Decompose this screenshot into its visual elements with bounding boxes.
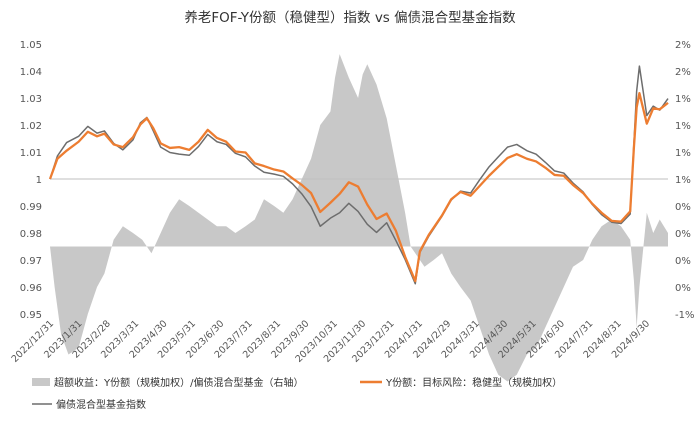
left-axis-tick-label: 1.05 [20, 40, 42, 51]
right-axis-tick-label: 1% [675, 94, 691, 105]
right-axis-tick-label: 1% [675, 175, 691, 186]
right-axis-tick-label: 0% [675, 283, 691, 294]
right-axis-tick-label: -1% [675, 310, 694, 321]
right-axis-tick-label: 2% [675, 40, 691, 51]
right-axis-tick-label: 0% [675, 229, 691, 240]
chart-title: 养老FOF-Y份额（稳健型）指数 vs 偏债混合型基金指数 [184, 9, 516, 26]
series-line-y-share [48, 91, 669, 283]
legend-label-y-share: Y份额：目标风险：稳健型（规模加权） [385, 376, 562, 389]
right-axis-tick-label: 1% [675, 121, 691, 132]
legend-swatch-excess [32, 378, 50, 386]
left-axis-tick-label: 1.03 [20, 94, 42, 105]
right-axis-tick-label: 2% [675, 67, 691, 78]
left-axis-tick-label: 1.04 [20, 67, 42, 78]
left-axis-tick-label: 0.97 [20, 256, 42, 267]
excess-area [50, 54, 668, 382]
legend-label-excess: 超额收益：Y份额（规模加权）/偏债混合型基金（右轴） [54, 376, 303, 389]
left-axis-tick-label: 1.02 [20, 121, 42, 132]
legend-label-bond-index: 偏债混合型基金指数 [56, 398, 146, 411]
left-axis-tick-label: 1 [36, 175, 42, 186]
right-axis-tick-label: 0% [675, 256, 691, 267]
left-axis-tick-label: 1.01 [20, 148, 42, 159]
left-axis-tick-label: 0.98 [20, 229, 42, 240]
right-axis-tick-label: 0% [675, 202, 691, 213]
left-axis-tick-label: 0.99 [20, 202, 42, 213]
left-axis-tick-label: 0.96 [20, 283, 42, 294]
left-axis-tick-label: 0.95 [20, 310, 42, 321]
right-axis-tick-label: 1% [675, 148, 691, 159]
